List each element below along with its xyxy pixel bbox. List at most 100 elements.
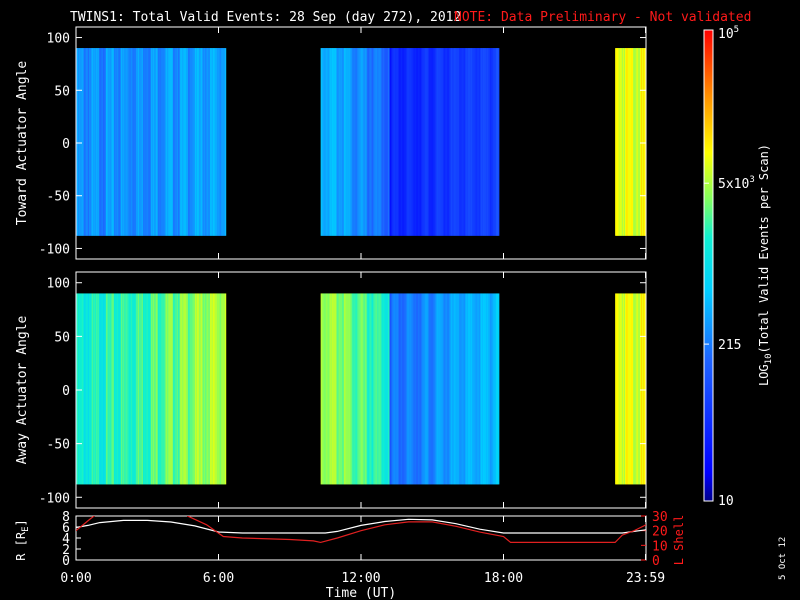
away-heatmap-column — [80, 293, 83, 485]
toward-heatmap-column — [171, 48, 174, 236]
away-heatmap-column — [385, 293, 388, 485]
away-heatmap-column — [204, 293, 207, 485]
away-heatmap-column — [461, 293, 464, 485]
toward-heatmap-column — [430, 48, 433, 236]
away-ytick-label: 100 — [47, 277, 70, 292]
toward-heatmap-column — [97, 48, 100, 236]
toward-heatmap-column — [403, 48, 406, 236]
toward-heatmap-column — [134, 48, 137, 236]
toward-heatmap-column — [82, 48, 85, 236]
away-heatmap-column — [119, 293, 122, 485]
toward-heatmap-column — [478, 48, 481, 236]
away-heatmap-column — [335, 293, 338, 485]
toward-heatmap-column — [137, 48, 140, 236]
away-heatmap-column — [632, 293, 634, 485]
away-heatmap-column — [95, 293, 98, 485]
away-heatmap-column — [98, 293, 101, 485]
toward-heatmap-column — [413, 48, 416, 236]
away-heatmap-column — [145, 293, 148, 485]
toward-heatmap-column — [398, 48, 401, 236]
toward-heatmap-column — [448, 48, 451, 236]
away-heatmap-column — [89, 293, 92, 485]
away-heatmap-column — [386, 293, 389, 485]
toward-heatmap-column — [412, 48, 415, 236]
away-heatmap-column — [337, 293, 340, 485]
away-heatmap-column — [476, 293, 479, 485]
toward-heatmap-column — [419, 48, 422, 236]
toward-heatmap-column — [444, 48, 447, 236]
away-heatmap-column — [433, 293, 436, 485]
toward-heatmap-column — [184, 48, 187, 236]
away-heatmap-column — [167, 293, 170, 485]
orbit-left-ytick-label: 4 — [62, 532, 70, 547]
toward-heatmap-column — [135, 48, 138, 236]
toward-heatmap-column — [397, 48, 400, 236]
toward-heatmap-column — [179, 48, 182, 236]
away-heatmap-column — [178, 293, 181, 485]
toward-heatmap-column — [108, 48, 111, 236]
toward-heatmap-column — [482, 48, 485, 236]
toward-heatmap-column — [166, 48, 169, 236]
toward-heatmap-column — [125, 48, 128, 236]
toward-heatmap-column — [387, 48, 390, 236]
toward-heatmap-column — [190, 48, 193, 236]
preliminary-note: NOTE: Data Preliminary - Not validated — [454, 10, 751, 25]
toward-heatmap-column — [463, 48, 466, 236]
away-heatmap-column — [470, 293, 473, 485]
away-heatmap-column — [417, 293, 420, 485]
toward-heatmap-column — [375, 48, 378, 236]
toward-heatmap-column — [431, 48, 434, 236]
away-heatmap-column — [142, 293, 145, 485]
away-heatmap-column — [396, 293, 399, 485]
away-heatmap-column — [125, 293, 128, 485]
toward-heatmap-column — [123, 48, 126, 236]
away-heatmap-column — [325, 293, 328, 485]
away-heatmap-column — [113, 293, 116, 485]
toward-heatmap-column — [181, 48, 184, 236]
away-heatmap-column — [497, 293, 500, 485]
xtick-label: 0:00 — [60, 571, 91, 586]
away-heatmap-column — [468, 293, 471, 485]
away-heatmap-column — [123, 293, 126, 485]
toward-heatmap-column — [149, 48, 152, 236]
toward-heatmap-column — [216, 48, 219, 236]
toward-heatmap-column — [452, 48, 455, 236]
away-heatmap-column — [478, 293, 481, 485]
away-heatmap-column — [382, 293, 385, 485]
away-heatmap-column — [188, 293, 191, 485]
toward-heatmap-column — [494, 48, 497, 236]
away-heatmap-column — [88, 293, 91, 485]
toward-heatmap-column — [466, 48, 469, 236]
away-heatmap-column — [105, 293, 108, 485]
toward-heatmap-column — [496, 48, 499, 236]
toward-heatmap-column — [361, 48, 364, 236]
away-heatmap-column — [324, 293, 327, 485]
away-heatmap-column — [180, 293, 183, 485]
away-heatmap-column — [375, 293, 378, 485]
toward-heatmap-column — [173, 48, 176, 236]
away-heatmap-column — [106, 293, 109, 485]
away-heatmap-column — [353, 293, 356, 485]
away-heatmap-column — [626, 293, 628, 485]
toward-heatmap-column — [629, 48, 631, 236]
away-heatmap-column — [448, 293, 451, 485]
away-heatmap-column — [122, 293, 125, 485]
away-heatmap-column — [361, 293, 364, 485]
away-heatmap-column — [110, 293, 113, 485]
toward-heatmap-column — [81, 48, 84, 236]
away-heatmap-column — [210, 293, 213, 485]
toward-heatmap-column — [336, 48, 339, 236]
away-ylabel: Away Actuator Angle — [15, 315, 30, 464]
toward-heatmap-column — [351, 48, 354, 236]
away-heatmap-column — [150, 293, 153, 485]
away-heatmap-column — [348, 293, 351, 485]
toward-heatmap-column — [390, 48, 393, 236]
toward-heatmap-column — [335, 48, 338, 236]
away-heatmap-column — [624, 293, 626, 485]
toward-heatmap-column — [87, 48, 90, 236]
away-heatmap-column — [148, 293, 151, 485]
toward-heatmap-column — [469, 48, 472, 236]
toward-heatmap-column — [203, 48, 206, 236]
toward-heatmap-column — [168, 48, 171, 236]
away-heatmap-column — [398, 293, 401, 485]
